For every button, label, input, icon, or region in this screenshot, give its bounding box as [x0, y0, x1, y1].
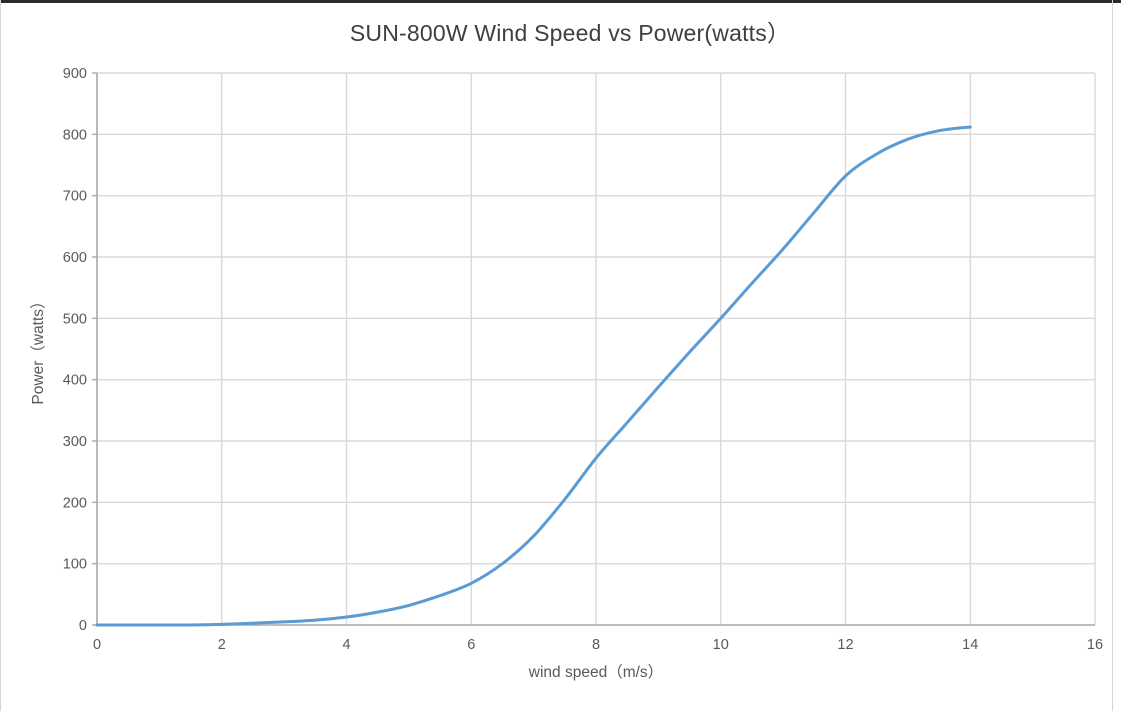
gridlines — [97, 72, 1096, 625]
left-edge-border — [0, 0, 1, 711]
y-tick-label: 500 — [63, 311, 87, 327]
y-tick-label: 700 — [63, 189, 87, 205]
window-top-edge — [0, 0, 1121, 3]
power-curve — [95, 125, 972, 627]
y-tick-label: 300 — [63, 434, 87, 450]
x-tick-label: 4 — [342, 637, 350, 653]
y-tick-label: 100 — [63, 557, 87, 573]
y-tick-label: 200 — [63, 495, 87, 511]
series-line-power — [95, 125, 972, 627]
x-tick-label: 0 — [93, 637, 101, 653]
y-tick-label: 800 — [63, 127, 87, 143]
axes — [92, 72, 1095, 626]
x-tick-label: 6 — [467, 637, 475, 653]
x-tick-label: 12 — [837, 637, 853, 653]
x-tick-label: 10 — [713, 637, 729, 653]
x-tick-label: 8 — [592, 637, 600, 653]
tick-labels: 0 100 200 300 400 500 600 700 800 900 0 2 4 6 8 10 12 14 1… — [63, 66, 1103, 653]
chart-title: SUN-800W Wind Speed vs Power(watts） — [349, 20, 791, 46]
x-tick-label: 16 — [1087, 637, 1103, 653]
y-tick-label: 900 — [63, 66, 87, 82]
right-edge-border — [1112, 0, 1113, 711]
x-tick-label: 2 — [218, 637, 226, 653]
x-tick-label: 14 — [962, 637, 978, 653]
y-tick-label: 0 — [79, 618, 87, 634]
y-tick-label: 600 — [63, 250, 87, 266]
y-tick-label: 400 — [63, 373, 87, 389]
x-axis-title: wind speed（m/s） — [528, 664, 664, 681]
